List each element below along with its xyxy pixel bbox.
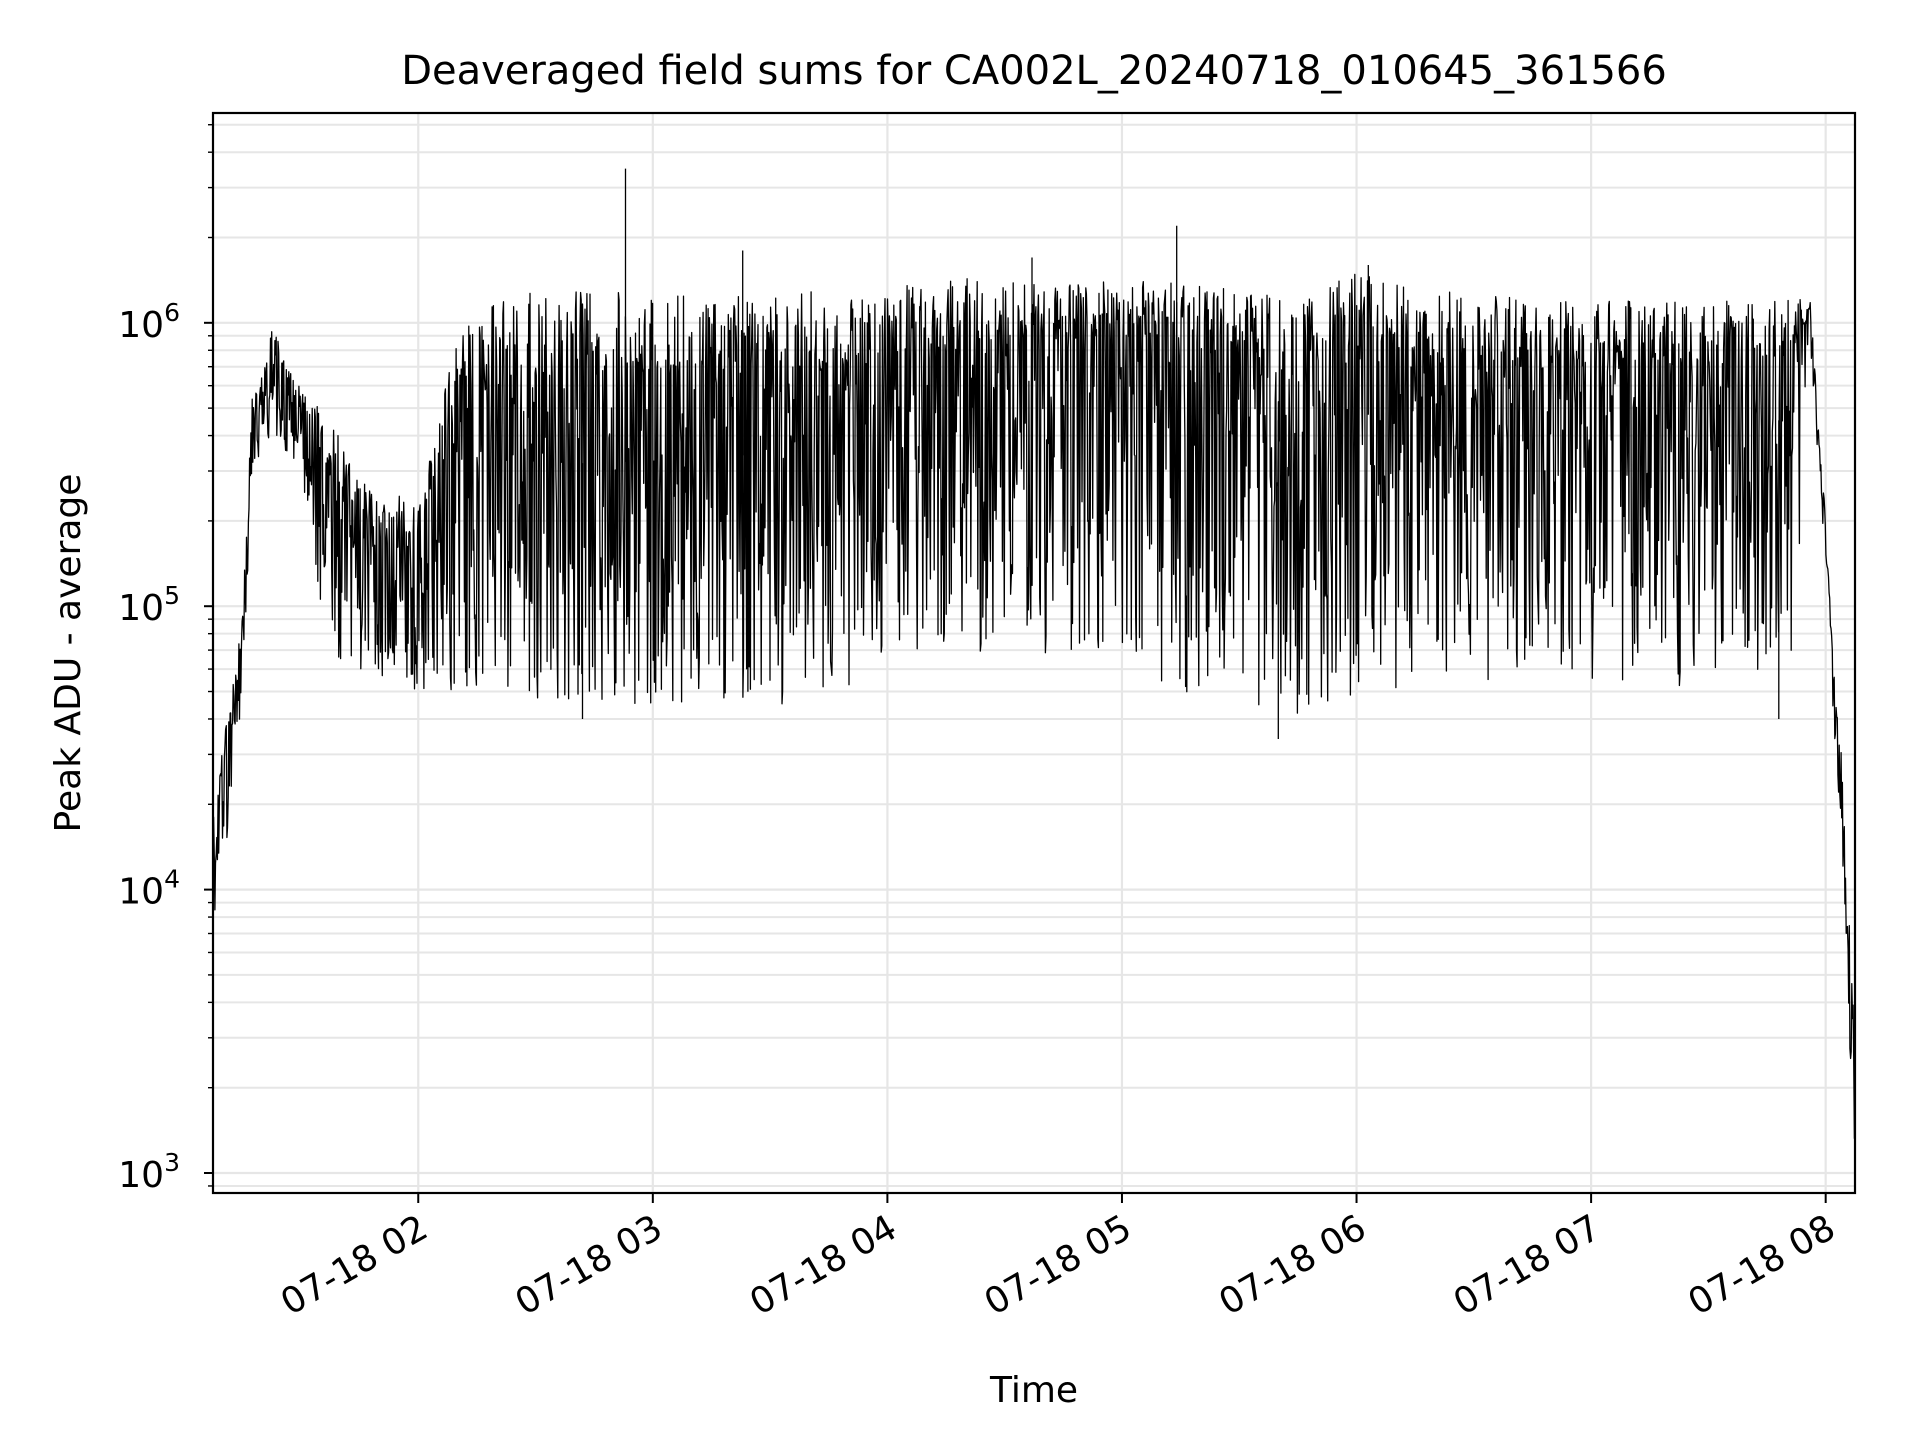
x-axis-label: Time bbox=[989, 1370, 1078, 1411]
y-tick-label: 104 bbox=[118, 865, 180, 913]
y-tick-label: 106 bbox=[118, 298, 180, 346]
y-tick-exponent: 4 bbox=[164, 865, 180, 894]
y-tick-base: 10 bbox=[118, 1155, 164, 1196]
series-line bbox=[213, 273, 1855, 1140]
y-tick-label: 105 bbox=[118, 581, 180, 629]
y-tick-exponent: 6 bbox=[164, 298, 180, 327]
y-tick-label: 103 bbox=[118, 1148, 180, 1196]
series-layer bbox=[213, 168, 1855, 1140]
y-tick-base: 10 bbox=[118, 872, 164, 913]
y-tick-base: 10 bbox=[118, 588, 164, 629]
series-spikes bbox=[581, 168, 1780, 739]
plot-frame bbox=[211, 111, 1857, 1195]
y-tick-exponent: 3 bbox=[164, 1148, 180, 1177]
chart-title: Deaveraged field sums for CA002L_2024071… bbox=[401, 48, 1667, 94]
y-tick-base: 10 bbox=[118, 305, 164, 346]
y-axis-label: Peak ADU - average bbox=[48, 474, 89, 833]
y-tick-exponent: 5 bbox=[164, 581, 180, 610]
grid-lines bbox=[213, 113, 1855, 1193]
